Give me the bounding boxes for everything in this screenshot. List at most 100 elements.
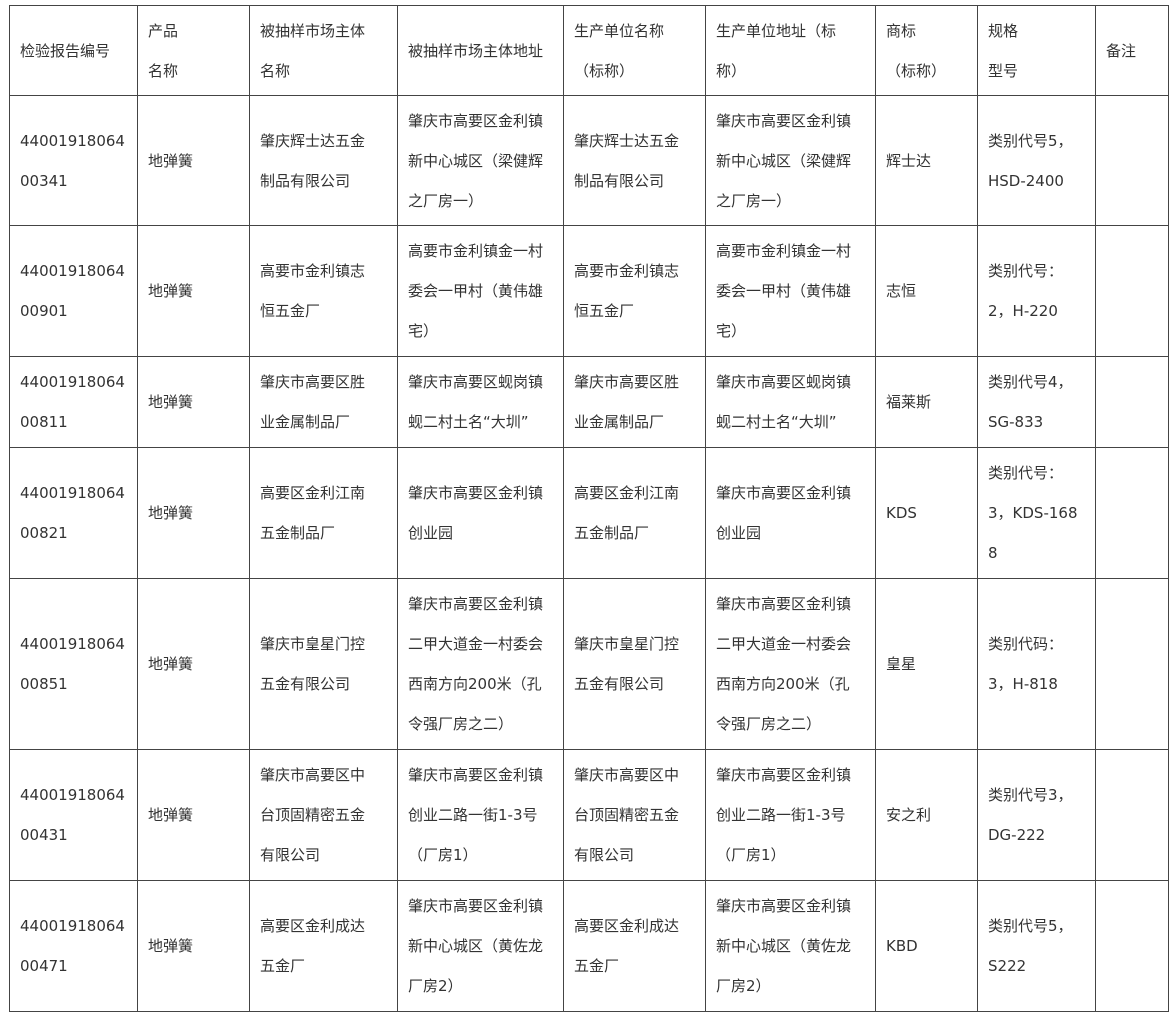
cell-line: 创业二路一街1-3号	[716, 806, 846, 824]
cell-line: 高要区金利成达	[574, 917, 680, 935]
table-cell: 肇庆市高要区金利镇 新中心城区（梁健辉 之厂房一）	[705, 95, 876, 226]
cell-line: 高要市金利镇金一村	[716, 242, 852, 260]
cell-line: 规格	[988, 21, 1019, 40]
cell-line: HSD-2400	[988, 171, 1064, 190]
cell-line: 五金制品厂	[574, 524, 650, 542]
cell-line: 志恒	[886, 282, 917, 300]
table-cell: 高要区金利成达 五金厂	[563, 880, 706, 1012]
cell-line: 新中心城区（梁健辉	[408, 151, 544, 170]
table-cell: 高要区金利成达 五金厂	[249, 880, 398, 1012]
table-cell: 地弹簧	[137, 356, 250, 448]
table-row: 44001918064 00811 地弹簧 肇庆市高要区胜 业金属制品厂 肇庆市高要区蚬岗…	[9, 356, 1169, 448]
cell-line: 地弹簧	[148, 937, 194, 955]
cell-line: 商标	[886, 21, 917, 40]
cell-line: 肇庆市高要区金利镇	[716, 897, 852, 915]
cell-line: 新中心城区（黄佐龙	[716, 937, 852, 955]
cell-line: 类别代号：	[988, 464, 1064, 482]
table-cell: 44001918064 00851	[9, 578, 138, 750]
table-row: 检验报告编号 产品 名称 被抽样市场主体 名称 被抽样市场主体地址 生产单位名称 （标称） 生产…	[9, 5, 1169, 96]
cell-line: 宅）	[408, 322, 439, 340]
table-row: 44001918064 00821 地弹簧 高要区金利江南 五金制品厂 肇庆市高要区金利镇…	[9, 447, 1169, 579]
cell-line: 肇庆市高要区中	[260, 766, 366, 784]
cell-line: 二甲大道金一村委会	[716, 635, 852, 653]
table-cell: 皇星	[875, 578, 978, 750]
cell-line: 00811	[20, 413, 68, 431]
cell-line: 肇庆市高要区胜	[574, 373, 680, 391]
cell-line: 二甲大道金一村委会	[408, 635, 544, 653]
table-cell: 肇庆市皇星门控 五金有限公司	[563, 578, 706, 750]
cell-line: 恒五金厂	[260, 302, 321, 320]
cell-line: 制品有限公司	[260, 171, 351, 190]
cell-line: （标称）	[574, 61, 635, 80]
cell-line: 称）	[716, 61, 747, 80]
cell-line: 备注	[1106, 41, 1137, 60]
cell-line: 2，H-220	[988, 302, 1058, 320]
table-cell	[1095, 95, 1169, 226]
cell-line: 类别代号3，	[988, 786, 1073, 804]
cell-line: 肇庆市高要区金利镇	[716, 766, 852, 784]
cell-line: 五金制品厂	[260, 524, 336, 542]
cell-line: 00431	[20, 826, 68, 844]
table-cell: 肇庆市高要区中 台顶固精密五金 有限公司	[249, 749, 398, 881]
cell-line: 高要市金利镇志	[574, 262, 680, 280]
cell-line: 西南方向200米（孔	[408, 675, 542, 693]
table-cell: 肇庆市高要区金利镇 创业二路一街1-3号 （厂房1）	[397, 749, 564, 881]
table-cell: 44001918064 00811	[9, 356, 138, 448]
cell-line: 名称	[148, 61, 179, 80]
table-row: 44001918064 00431 地弹簧 肇庆市高要区中 台顶固精密五金 有限公司 肇庆市…	[9, 749, 1169, 881]
table-cell: 地弹簧	[137, 225, 250, 357]
table-cell: 地弹簧	[137, 578, 250, 750]
table-cell: 肇庆市高要区金利镇 二甲大道金一村委会 西南方向200米（孔 令强厂房之二）	[397, 578, 564, 750]
cell-line: 00821	[20, 524, 68, 542]
cell-line: 有限公司	[260, 846, 321, 864]
table-cell: 高要市金利镇金一村 委会一甲村（黄伟雄 宅）	[705, 225, 876, 357]
table-cell: 地弹簧	[137, 447, 250, 579]
cell-line: SG-833	[988, 413, 1044, 431]
table-cell: 44001918064 00341	[9, 95, 138, 226]
table-cell: 类别代号： 2，H-220	[977, 225, 1096, 357]
table-row: 44001918064 00851 地弹簧 肇庆市皇星门控 五金有限公司 肇庆市高要区金利…	[9, 578, 1169, 750]
table-cell: 肇庆辉士达五金 制品有限公司	[563, 95, 706, 226]
cell-line: 肇庆市高要区金利镇	[408, 111, 544, 130]
cell-line: 检验报告编号	[20, 41, 111, 60]
cell-line: 地弹簧	[148, 393, 194, 411]
cell-line: 类别代号：	[988, 262, 1064, 280]
table-cell: 生产单位名称 （标称）	[563, 5, 706, 96]
cell-line: 地弹簧	[148, 655, 194, 673]
table-cell: 肇庆辉士达五金 制品有限公司	[249, 95, 398, 226]
table-cell: 肇庆市高要区金利镇 创业二路一街1-3号 （厂房1）	[705, 749, 876, 881]
cell-line: 44001918064	[20, 484, 125, 502]
cell-line: DG-222	[988, 826, 1046, 844]
cell-line: 名称	[260, 61, 291, 80]
table-cell: 高要市金利镇金一村 委会一甲村（黄伟雄 宅）	[397, 225, 564, 357]
cell-line: 创业园	[408, 524, 454, 542]
table-cell: 类别代码： 3，H-818	[977, 578, 1096, 750]
cell-line: （厂房1）	[716, 846, 786, 864]
cell-line: 五金厂	[574, 957, 620, 975]
cell-line: 令强厂房之二）	[408, 715, 514, 733]
cell-line: 肇庆市高要区金利镇	[408, 897, 544, 915]
cell-line: 五金有限公司	[574, 675, 665, 693]
cell-line: 00901	[20, 302, 68, 320]
cell-line: 肇庆市高要区金利镇	[408, 766, 544, 784]
table-cell: 肇庆市高要区金利镇 创业园	[705, 447, 876, 579]
table-cell: 类别代号5， S222	[977, 880, 1096, 1012]
cell-line: 00471	[20, 957, 68, 975]
table-cell: 地弹簧	[137, 749, 250, 881]
cell-line: 肇庆市高要区金利镇	[716, 595, 852, 613]
cell-line: S222	[988, 957, 1027, 975]
cell-line: 五金有限公司	[260, 675, 351, 693]
cell-line: 高要区金利江南	[574, 484, 680, 502]
table-cell: 商标 （标称）	[875, 5, 978, 96]
table-cell: 志恒	[875, 225, 978, 357]
cell-line: 3，H-818	[988, 675, 1058, 693]
cell-line: 被抽样市场主体地址	[408, 41, 544, 60]
cell-line: 令强厂房之二）	[716, 715, 822, 733]
table-cell: 高要市金利镇志 恒五金厂	[563, 225, 706, 357]
table-cell: 肇庆市高要区中 台顶固精密五金 有限公司	[563, 749, 706, 881]
cell-line: KDS	[886, 504, 917, 522]
table-cell: 备注	[1095, 5, 1169, 96]
table-cell	[1095, 578, 1169, 750]
cell-line: 类别代号5，	[988, 917, 1073, 935]
